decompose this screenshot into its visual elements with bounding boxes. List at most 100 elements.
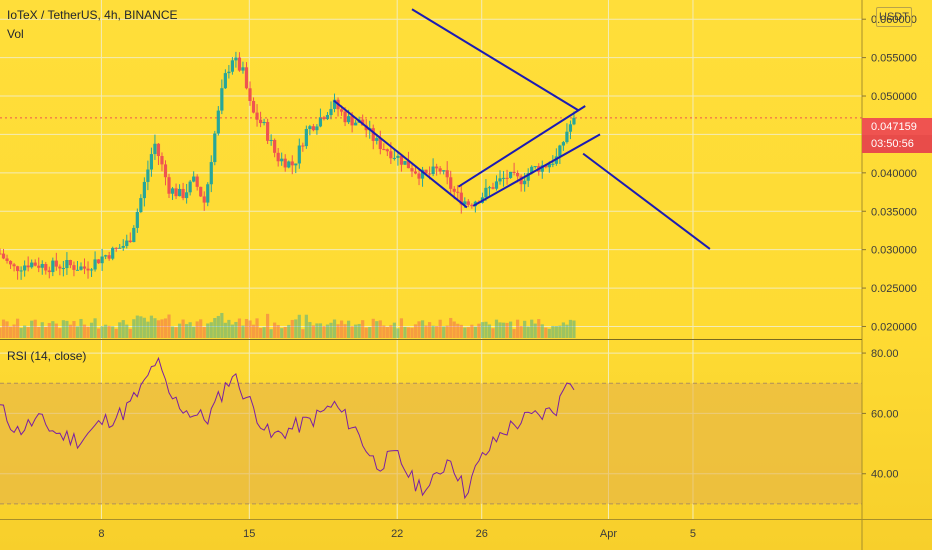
volume-bar	[118, 322, 122, 338]
volume-bar	[206, 323, 210, 338]
volume-bar	[494, 319, 499, 338]
candle-body	[51, 260, 55, 273]
volume-bar	[107, 325, 111, 338]
candle-body	[177, 188, 182, 197]
candle-body	[266, 121, 270, 141]
volume-bar	[554, 326, 558, 338]
volume-bar	[100, 326, 104, 338]
candle-body	[438, 168, 442, 172]
trendline[interactable]	[411, 8, 580, 112]
volume-bar	[220, 312, 224, 338]
volume-bar	[75, 326, 80, 338]
candle-body	[392, 157, 396, 159]
candle-body	[33, 262, 37, 266]
volume-bar	[438, 319, 442, 338]
volume-bar	[558, 325, 562, 338]
last-price-badge: 0.047159	[862, 118, 932, 136]
volume-bar	[177, 323, 182, 338]
candle-body	[40, 264, 44, 268]
volume-bar	[399, 318, 404, 338]
volume-bar	[523, 320, 527, 338]
candle-body	[519, 176, 523, 185]
volume-bar	[463, 327, 467, 338]
candle-body	[494, 181, 499, 189]
volume-bar	[244, 318, 249, 338]
volume-bar	[37, 326, 41, 338]
volume-bar	[487, 324, 492, 338]
candle-body	[406, 161, 411, 169]
volume-bar	[188, 322, 192, 338]
volume-bar	[396, 328, 400, 338]
volume-bar	[68, 324, 73, 338]
volume-bar	[540, 324, 544, 338]
candle-body	[96, 259, 101, 264]
volume-bar	[86, 326, 90, 338]
candle-body	[132, 227, 136, 243]
volume-bar	[139, 316, 143, 338]
volume-bar	[153, 318, 157, 338]
candle-body	[230, 60, 235, 72]
candle-body	[354, 122, 358, 126]
volume-bar	[516, 319, 520, 338]
volume-bar	[561, 322, 565, 338]
trendline[interactable]	[472, 133, 601, 207]
candle-body	[273, 139, 277, 153]
candle-body	[561, 142, 565, 146]
candle-body	[417, 173, 421, 179]
candle-body	[530, 166, 534, 174]
candle-body	[526, 173, 530, 181]
volume-bar	[202, 326, 206, 338]
volume-bar	[195, 321, 199, 338]
candle-body	[206, 184, 210, 203]
volume-bar	[33, 319, 37, 338]
volume-bar	[389, 325, 393, 338]
candle-body	[491, 187, 495, 189]
rsi-tick-label: 60.00	[871, 408, 899, 420]
rsi-label: RSI (14, close)	[7, 349, 87, 363]
volume-bar	[8, 326, 13, 338]
volume-bar	[533, 323, 537, 338]
volume-bar	[135, 315, 139, 338]
volume-bar	[58, 328, 62, 338]
candle-body	[5, 258, 9, 261]
volume-bar	[325, 324, 330, 338]
volume-bar	[185, 324, 189, 338]
volume-bar	[357, 323, 361, 338]
volume-bar	[248, 320, 252, 338]
candle-body	[19, 270, 23, 272]
candle-body	[315, 126, 319, 131]
trendline[interactable]	[333, 99, 468, 209]
candle-body	[452, 188, 456, 192]
volume-bar	[368, 327, 372, 338]
price-tick-label: 0.030000	[871, 245, 917, 257]
volume-bar	[192, 326, 196, 338]
candle-body	[121, 245, 125, 248]
candle-body	[431, 166, 435, 175]
volume-bar	[403, 326, 407, 338]
candle-body	[445, 170, 449, 178]
candle-body	[424, 169, 428, 174]
candle-body	[223, 73, 227, 89]
candle-body	[322, 117, 326, 120]
trendline[interactable]	[457, 105, 586, 188]
trendline-drawings[interactable]	[333, 8, 711, 250]
volume-bar	[361, 320, 365, 338]
volume-bar	[61, 320, 65, 338]
candle-body	[47, 270, 51, 273]
volume-bar	[65, 320, 69, 338]
time-tick-label: Apr	[600, 528, 617, 540]
volume-bar	[572, 320, 576, 338]
currency-button[interactable]: USDT	[876, 7, 912, 27]
volume-bar	[146, 321, 150, 338]
volume-bar	[255, 318, 259, 338]
volume-bar	[93, 318, 97, 338]
volume-bar	[290, 319, 294, 338]
candle-body	[37, 265, 41, 268]
volume-bar	[304, 314, 308, 338]
trendline[interactable]	[582, 152, 711, 250]
volume-bar	[234, 321, 238, 338]
candle-body	[220, 88, 224, 111]
volume-bar	[420, 320, 425, 338]
